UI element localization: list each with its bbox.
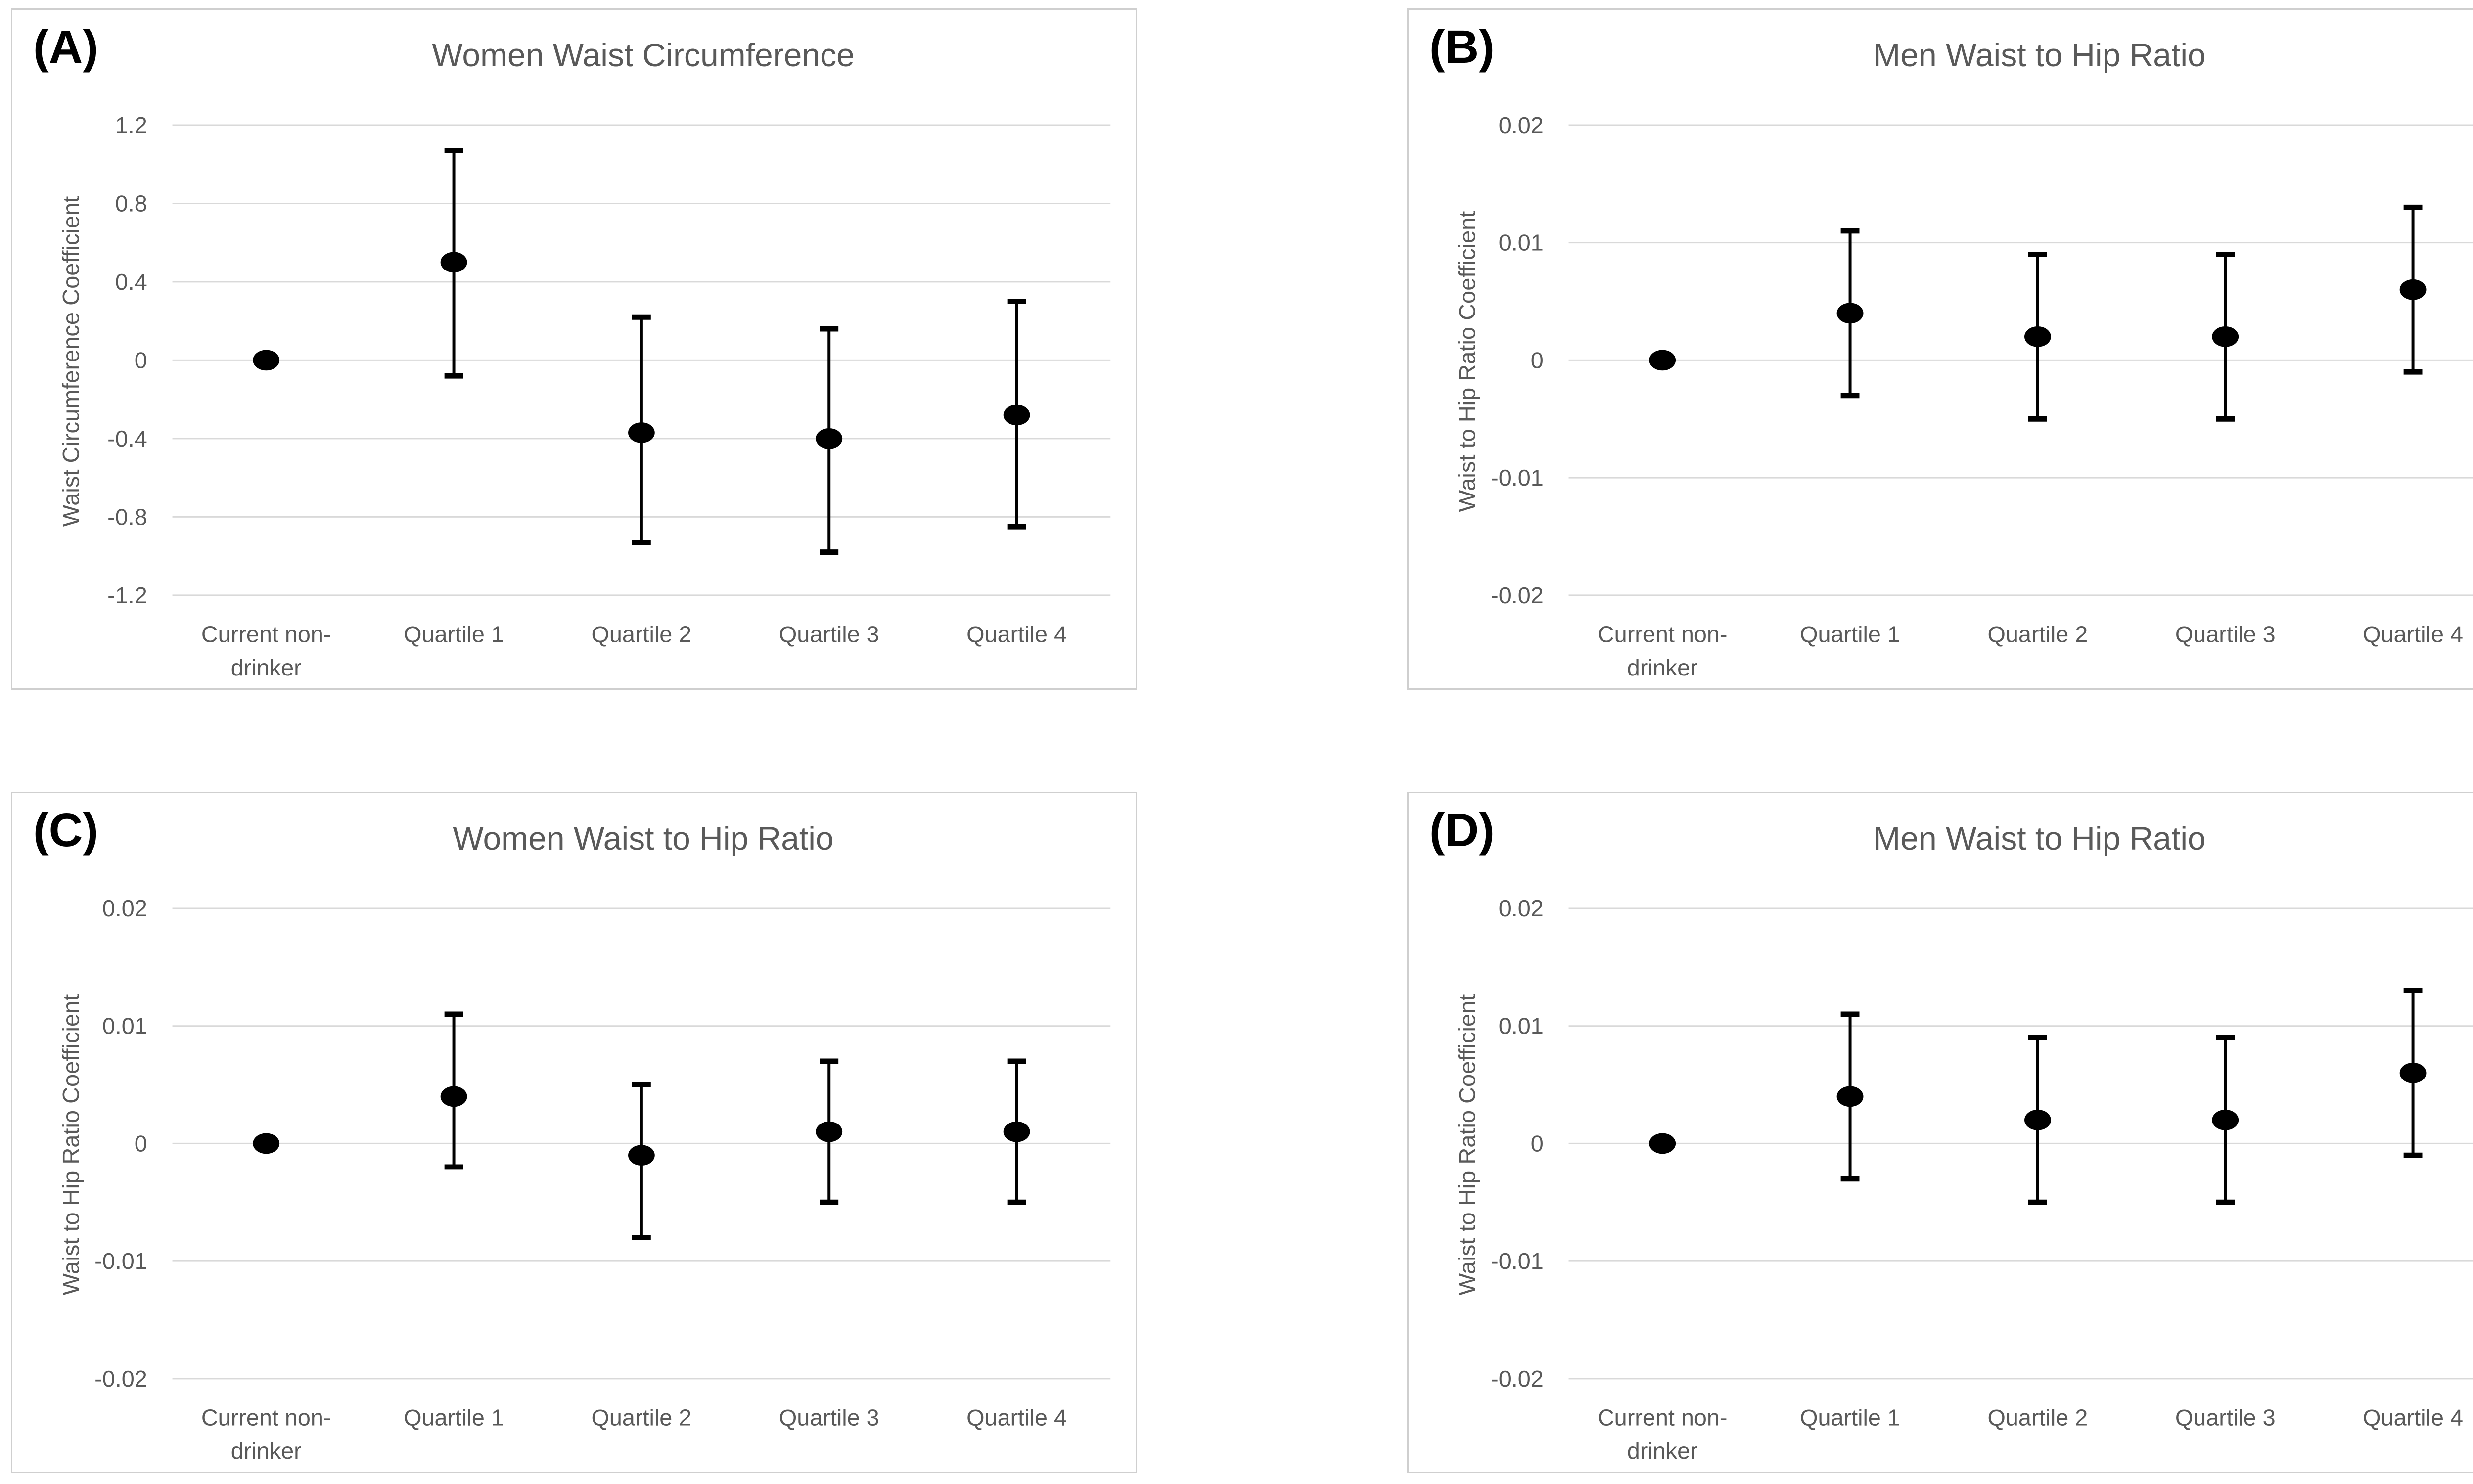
plot-area-c: 0.02 0.01 0 -0.01 -0.02 Current non-drinker Qu…	[94, 896, 1111, 1464]
y-tick-label: -0.02	[1491, 1366, 1544, 1392]
data-point-marker	[1649, 350, 1676, 371]
y-tick-label: 0.02	[1499, 896, 1544, 921]
panel-b: (B) Men Waist to Hip Ratio Waist to Hip …	[1407, 8, 2473, 690]
data-point-marker	[440, 252, 467, 273]
data-point-marker	[816, 428, 843, 449]
x-category-label: Current non-	[201, 1404, 331, 1430]
y-tick-label: -0.01	[94, 1248, 147, 1274]
data-point-marker	[2212, 1109, 2239, 1130]
y-tick-label: -0.01	[1491, 1248, 1544, 1274]
data-point-marker	[628, 1145, 655, 1166]
plot-area-d: 0.02 0.01 0 -0.01 -0.02 Current non-drinker Qu…	[1491, 896, 2473, 1464]
chart-title-d: Men Waist to Hip Ratio	[1873, 820, 2206, 856]
panel-c: (C) Women Waist to Hip Ratio Waist to Hi…	[11, 792, 1137, 1473]
panel-letter-a: (A)	[33, 21, 98, 73]
y-tick-label: -0.8	[107, 504, 147, 530]
y-tick-label: -0.02	[94, 1366, 147, 1392]
x-category-label: Quartile 4	[966, 621, 1067, 647]
data-point-marker	[2399, 1062, 2427, 1083]
data-point-marker	[1836, 1086, 1864, 1107]
data-point-marker	[2399, 279, 2427, 300]
x-category-label: Quartile 3	[2175, 1404, 2276, 1430]
data-point-marker	[253, 350, 280, 371]
panel-d: (D) Men Waist to Hip Ratio Waist to Hip …	[1407, 792, 2473, 1473]
data-point-marker	[2024, 1109, 2051, 1130]
chart-title-c: Women Waist to Hip Ratio	[453, 820, 834, 856]
y-tick-label: 0.8	[115, 190, 147, 216]
x-category-label: Quartile 3	[2175, 621, 2276, 647]
y-tick-label: 0.01	[1499, 1013, 1544, 1039]
x-category-label: drinker	[1627, 1438, 1698, 1464]
data-point-marker	[1649, 1133, 1676, 1154]
y-tick-label: 0.4	[115, 269, 147, 295]
y-tick-label: 0.01	[1499, 230, 1544, 256]
y-tick-label: 0	[1531, 347, 1544, 373]
data-point-marker	[2024, 326, 2051, 347]
x-category-label: Quartile 4	[2363, 1404, 2463, 1430]
panel-letter-c: (C)	[33, 804, 98, 856]
y-tick-label: 0.01	[102, 1013, 147, 1039]
y-tick-label: 0	[135, 347, 147, 373]
x-category-label: Quartile 1	[1800, 1404, 1900, 1430]
data-point-marker	[816, 1121, 843, 1142]
chart-title-a: Women Waist Circumference	[432, 37, 855, 73]
x-category-label: Quartile 1	[404, 1404, 504, 1430]
x-category-label: drinker	[1627, 655, 1698, 680]
x-category-label: Quartile 2	[1987, 621, 2088, 647]
x-category-label: Current non-	[201, 621, 331, 647]
chart-title-b: Men Waist to Hip Ratio	[1873, 37, 2206, 73]
y-tick-label: 1.2	[115, 112, 147, 138]
y-tick-label: -1.2	[107, 583, 147, 608]
y-tick-label: 0	[135, 1130, 147, 1156]
x-category-label: Quartile 4	[966, 1404, 1067, 1430]
panel-letter-d: (D)	[1429, 804, 1495, 856]
plot-area-b: 0.02 0.01 0 -0.01 -0.02 Current non-drinker Qu…	[1491, 112, 2473, 680]
x-category-label: Quartile 1	[1800, 621, 1900, 647]
data-point-marker	[1003, 1121, 1030, 1142]
x-category-label: drinker	[231, 655, 302, 680]
y-tick-label: -0.01	[1491, 465, 1544, 491]
data-point-marker	[440, 1086, 467, 1107]
y-tick-label: -0.4	[107, 426, 147, 451]
data-point-marker	[628, 422, 655, 443]
x-category-label: Quartile 3	[779, 1404, 879, 1430]
x-category-label: Current non-	[1598, 1404, 1728, 1430]
x-category-label: Quartile 1	[404, 621, 504, 647]
plot-area-a: 1.2 0.8 0.4 0 -0.4 -0.8 -1.2 Current non-drinke…	[107, 112, 1111, 680]
x-category-label: Current non-	[1598, 621, 1728, 647]
x-category-label: drinker	[231, 1438, 302, 1464]
x-category-label: Quartile 2	[591, 1404, 691, 1430]
x-category-label: Quartile 2	[1987, 1404, 2088, 1430]
data-point-marker	[2212, 326, 2239, 347]
data-point-marker	[1836, 303, 1864, 324]
y-tick-label: -0.02	[1491, 583, 1544, 608]
y-tick-label: 0.02	[102, 896, 147, 921]
y-tick-label: 0.02	[1499, 112, 1544, 138]
x-category-label: Quartile 2	[591, 621, 691, 647]
data-point-marker	[253, 1133, 280, 1154]
x-category-label: Quartile 3	[779, 621, 879, 647]
panel-letter-b: (B)	[1429, 21, 1495, 73]
data-point-marker	[1003, 405, 1030, 426]
y-tick-label: 0	[1531, 1130, 1544, 1156]
x-category-label: Quartile 4	[2363, 621, 2463, 647]
panel-a: (A) Women Waist Circumference Waist Circ…	[11, 8, 1137, 690]
